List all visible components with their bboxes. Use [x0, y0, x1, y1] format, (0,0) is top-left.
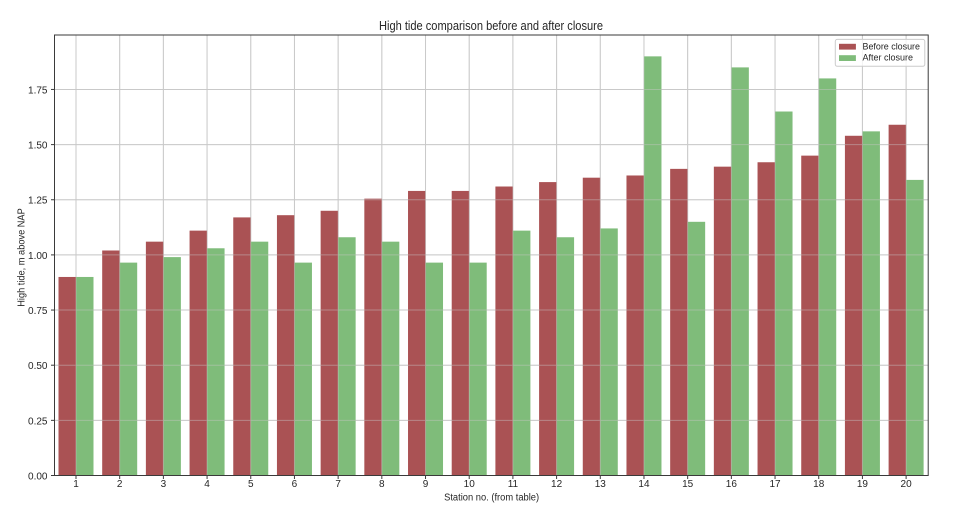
svg-text:0.25: 0.25	[28, 416, 48, 427]
svg-text:19: 19	[857, 479, 869, 490]
svg-text:18: 18	[813, 479, 825, 490]
svg-text:17: 17	[769, 479, 781, 490]
svg-text:0.50: 0.50	[28, 361, 48, 372]
svg-text:6: 6	[292, 479, 298, 490]
svg-text:1.00: 1.00	[28, 251, 48, 262]
svg-text:High tide comparison before an: High tide comparison before and after cl…	[379, 19, 603, 33]
svg-text:15: 15	[682, 479, 694, 490]
svg-text:20: 20	[901, 479, 913, 490]
svg-text:1.25: 1.25	[28, 196, 48, 207]
svg-text:Before closure: Before closure	[863, 41, 921, 51]
svg-text:Station no. (from table): Station no. (from table)	[444, 493, 539, 504]
svg-text:16: 16	[726, 479, 738, 490]
svg-text:After closure: After closure	[863, 53, 914, 63]
svg-text:10: 10	[464, 479, 476, 490]
svg-text:1.75: 1.75	[28, 85, 48, 96]
svg-text:7: 7	[335, 479, 341, 490]
svg-text:4: 4	[204, 479, 210, 490]
svg-text:14: 14	[638, 479, 650, 490]
svg-text:0.75: 0.75	[28, 306, 48, 317]
svg-text:9: 9	[423, 479, 429, 490]
svg-text:1.50: 1.50	[28, 141, 48, 152]
svg-text:11: 11	[508, 479, 519, 490]
svg-text:5: 5	[248, 479, 254, 490]
svg-text:1: 1	[73, 479, 79, 490]
svg-text:8: 8	[379, 479, 385, 490]
svg-text:12: 12	[551, 479, 563, 490]
svg-text:2: 2	[117, 479, 123, 490]
svg-text:0.00: 0.00	[28, 471, 48, 482]
svg-text:3: 3	[161, 479, 167, 490]
svg-text:High tide, m above NAP: High tide, m above NAP	[17, 208, 28, 307]
svg-text:13: 13	[595, 479, 607, 490]
